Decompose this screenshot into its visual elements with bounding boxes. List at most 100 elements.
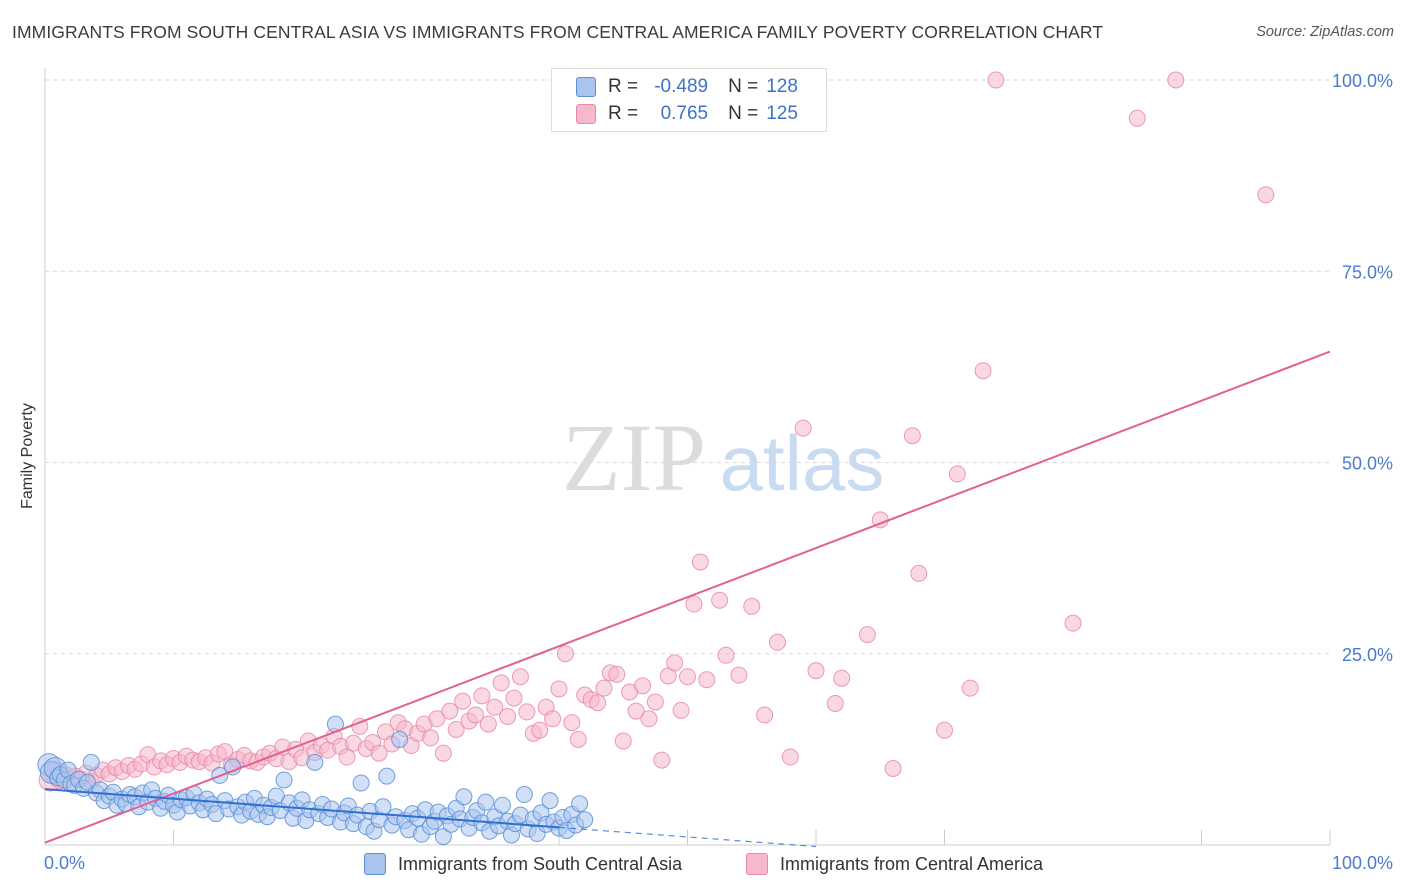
bottom-legend-south-central-asia: Immigrants from South Central Asia — [364, 851, 682, 877]
data-point-central-america — [685, 595, 703, 613]
data-point-central-america — [608, 665, 626, 683]
legend-r-value: -0.489 — [654, 76, 709, 97]
data-point-south-central-asia — [352, 774, 370, 792]
data-point-central-america — [730, 666, 748, 684]
data-point-central-america — [974, 362, 992, 380]
data-point-central-america — [756, 706, 774, 724]
data-point-central-america — [1167, 71, 1185, 89]
legend-n-label: N = — [728, 76, 759, 97]
data-point-central-america — [454, 692, 472, 710]
data-point-central-america — [634, 677, 652, 695]
data-point-central-america — [653, 751, 671, 769]
data-point-central-america — [614, 732, 632, 750]
legend-r-label: R = — [608, 76, 639, 97]
data-point-south-central-asia — [391, 730, 409, 748]
data-point-central-america — [556, 645, 574, 663]
correlation-legend: R = -0.489 N = 128 R = 0.765 N = 125 — [551, 68, 827, 132]
data-point-central-america — [531, 721, 549, 739]
data-point-south-central-asia — [571, 795, 589, 813]
data-point-central-america — [858, 626, 876, 644]
data-point-central-america — [466, 706, 484, 724]
data-point-central-america — [479, 715, 497, 733]
data-point-central-america — [781, 748, 799, 766]
data-point-central-america — [717, 646, 735, 664]
data-point-central-america — [1128, 109, 1146, 127]
y-axis-label: Family Poverty — [19, 403, 36, 509]
legend-r-label: R = — [608, 103, 639, 124]
data-point-south-central-asia — [275, 771, 293, 789]
data-point-central-america — [936, 721, 953, 739]
trend-line-central-america — [44, 350, 1331, 844]
data-point-central-america — [511, 668, 529, 686]
data-point-south-central-asia — [576, 811, 594, 829]
data-point-central-america — [422, 729, 439, 747]
data-point-central-america — [826, 694, 844, 712]
data-point-central-america — [569, 730, 587, 748]
x-tick-label: 100.0% — [1332, 853, 1393, 873]
data-point-south-central-asia — [515, 786, 533, 804]
legend-swatch-blue — [576, 77, 596, 97]
trend-line-south-central-asia — [44, 788, 560, 829]
data-point-central-america — [698, 671, 716, 689]
data-point-central-america — [486, 698, 504, 716]
data-point-central-america — [1257, 186, 1275, 204]
data-point-central-america — [640, 710, 658, 728]
data-point-central-america — [428, 710, 446, 728]
data-point-central-america — [544, 710, 562, 728]
data-point-central-america — [903, 427, 921, 445]
legend-n-label: N = — [728, 103, 759, 124]
y-tick-label: 25.0% — [1342, 645, 1393, 665]
legend-row-central-america: R = 0.765 N = 125 — [576, 101, 798, 127]
bottom-legend-central-america: Immigrants from Central America — [746, 851, 1043, 877]
data-point-south-central-asia — [434, 828, 452, 846]
watermark-zip: ZIP — [562, 404, 706, 511]
data-point-south-central-asia — [306, 753, 324, 771]
data-point-central-america — [473, 687, 491, 705]
x-tick-label: 0.0% — [44, 853, 85, 873]
series-south-central-asia-points — [37, 715, 594, 846]
data-point-central-america — [666, 654, 684, 672]
data-point-central-america — [807, 662, 825, 680]
data-point-central-america — [646, 693, 664, 711]
legend-n-value: 128 — [766, 76, 798, 97]
data-point-central-america — [595, 679, 613, 697]
y-tick-label: 100.0% — [1332, 71, 1393, 91]
data-point-central-america — [948, 465, 966, 483]
data-point-central-america — [679, 668, 696, 686]
data-point-central-america — [434, 744, 452, 762]
data-point-south-central-asia — [493, 796, 511, 814]
legend-n-value: 125 — [766, 103, 798, 124]
data-point-central-america — [768, 633, 786, 651]
bottom-legend-swatch-blue — [364, 853, 386, 875]
data-point-central-america — [370, 744, 388, 762]
data-point-central-america — [961, 679, 979, 697]
trend-lines — [44, 350, 1331, 848]
watermark: ZIP atlas — [562, 404, 884, 511]
legend-swatch-pink — [576, 104, 596, 124]
legend-r-value: 0.765 — [660, 103, 709, 124]
data-point-central-america — [550, 680, 568, 698]
data-point-south-central-asia — [378, 767, 396, 785]
data-point-central-america — [441, 702, 459, 720]
data-point-central-america — [884, 760, 902, 777]
axes — [44, 68, 1331, 846]
legend-row-south-central-asia: R = -0.489 N = 128 — [576, 74, 798, 100]
data-point-central-america — [589, 694, 607, 712]
y-tick-label: 50.0% — [1342, 454, 1393, 474]
chart-title: IMMIGRANTS FROM SOUTH CENTRAL ASIA VS IM… — [12, 22, 1104, 42]
bottom-legend-label: Immigrants from Central America — [780, 853, 1044, 874]
data-point-central-america — [518, 703, 536, 721]
data-point-central-america — [492, 674, 510, 692]
data-point-central-america — [1064, 614, 1082, 632]
data-point-central-america — [833, 669, 851, 687]
data-point-south-central-asia — [541, 792, 559, 810]
bottom-legend-swatch-pink — [746, 853, 768, 875]
trend-extension-south-central-asia — [558, 826, 817, 848]
gridlines — [45, 79, 1330, 655]
data-point-central-america — [987, 71, 1005, 89]
data-point-central-america — [627, 702, 645, 720]
tick-labels: 25.0% 50.0% 75.0% 100.0% 0.0% 100.0% — [44, 71, 1393, 873]
data-point-central-america — [743, 597, 761, 615]
data-point-central-america — [505, 689, 523, 707]
